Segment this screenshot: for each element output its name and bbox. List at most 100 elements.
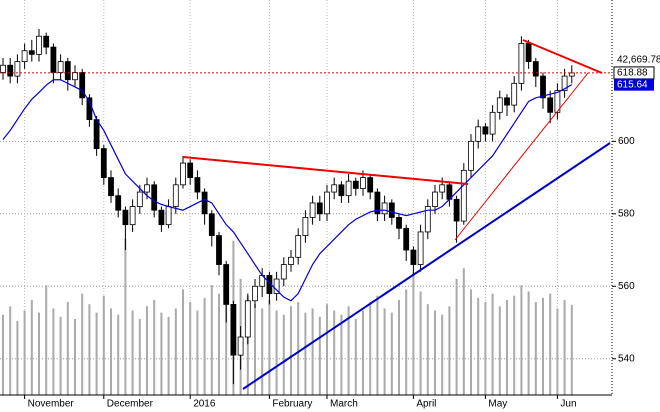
candle-body: [252, 285, 258, 302]
candle-body: [237, 336, 244, 356]
trendline: [454, 72, 589, 241]
candle-body: [115, 195, 122, 211]
price-label: 618.88: [617, 68, 648, 79]
volume-bar: [542, 297, 544, 395]
candle-body: [554, 90, 561, 113]
volume-bar: [290, 306, 292, 395]
x-tick-label: February: [272, 399, 312, 410]
candle-body: [316, 202, 323, 215]
volume-bar: [304, 312, 307, 395]
volume-bar: [160, 312, 163, 395]
volume-bar: [534, 302, 537, 395]
volume-bar: [174, 308, 177, 395]
candle-body: [129, 206, 136, 226]
candle-body: [367, 177, 374, 193]
candle-body: [511, 82, 518, 106]
candle-body: [122, 209, 129, 226]
volume-bar: [74, 318, 76, 395]
volume-bar: [491, 293, 494, 395]
candle-body: [172, 184, 179, 207]
volume-bar: [66, 302, 69, 395]
volume-bar: [462, 268, 465, 395]
moving-average: [2, 79, 573, 302]
volume-bar: [398, 299, 400, 395]
candle-body: [403, 227, 410, 251]
candle-body: [0, 64, 6, 73]
volume-bar: [455, 278, 458, 395]
volume-bar: [470, 289, 472, 395]
volume-bar: [218, 293, 220, 395]
volume-bar: [527, 291, 530, 395]
candle-body: [302, 217, 309, 236]
volume-bar: [2, 314, 4, 395]
volume-bar: [484, 302, 487, 395]
volume-bar: [426, 304, 429, 395]
volume-layer: [2, 238, 573, 395]
candle-body: [324, 191, 330, 215]
candle-body: [72, 72, 78, 81]
volume-bar: [261, 308, 264, 395]
candle-body: [230, 304, 237, 356]
volume-bar: [347, 306, 350, 395]
volume-bar: [45, 285, 48, 395]
candle-body: [532, 61, 539, 77]
candle-body: [338, 184, 345, 197]
trendline: [182, 156, 469, 185]
candle-body: [381, 202, 388, 215]
candle-body: [50, 46, 57, 73]
volume-bar: [513, 295, 516, 395]
candle-body: [208, 213, 215, 236]
volume-bar: [59, 316, 62, 395]
volume-bar: [81, 293, 84, 395]
candle-body: [64, 61, 71, 81]
candle-body: [496, 97, 503, 113]
volume-bar: [52, 308, 55, 395]
label-layer: 540 560 580 600 November December 2016 February…: [24, 55, 660, 410]
candle-body: [504, 97, 510, 106]
volume-bar: [390, 312, 393, 395]
volume-bar: [419, 291, 422, 395]
candle-body: [345, 180, 352, 197]
candle-body: [360, 177, 366, 189]
volume-bar: [225, 268, 228, 395]
volume-bar: [333, 310, 336, 395]
candle-body: [388, 202, 395, 218]
x-tick-label: March: [330, 399, 358, 410]
volume-bar: [254, 304, 256, 395]
volume-bar: [506, 299, 508, 395]
candle-body: [410, 249, 417, 265]
volume-bar: [556, 308, 559, 395]
volume-bar: [131, 310, 134, 395]
volume-bar: [297, 302, 300, 395]
volume-bar: [102, 295, 105, 395]
candle-body: [374, 191, 381, 215]
candle-body: [568, 72, 575, 77]
candle-body: [57, 61, 64, 73]
volume-bar: [246, 295, 249, 395]
volume-bar: [110, 308, 112, 395]
volume-bar: [477, 297, 480, 395]
volume-bar: [196, 310, 199, 395]
candle-body: [194, 177, 201, 193]
volume-bar: [318, 316, 321, 395]
volume-bar: [189, 302, 192, 395]
volume-bar: [498, 306, 501, 395]
volume-bar: [549, 293, 552, 395]
x-tick-label: December: [107, 399, 154, 410]
candle-body: [28, 50, 35, 55]
candle-body: [331, 184, 338, 193]
volume-bar: [326, 304, 328, 395]
volume-bar: [362, 310, 364, 395]
volume-bar: [124, 238, 127, 395]
candle-body: [424, 206, 431, 233]
volume-bar: [563, 299, 566, 395]
y-tick-label: 580: [618, 208, 635, 219]
volume-bar: [38, 312, 40, 395]
x-tick-label: Jun: [560, 399, 576, 410]
volume-bar: [117, 314, 120, 395]
y-tick-label: 540: [618, 353, 635, 364]
volume-bar: [340, 314, 343, 395]
trendline: [522, 39, 603, 74]
volume-bar: [23, 310, 26, 395]
